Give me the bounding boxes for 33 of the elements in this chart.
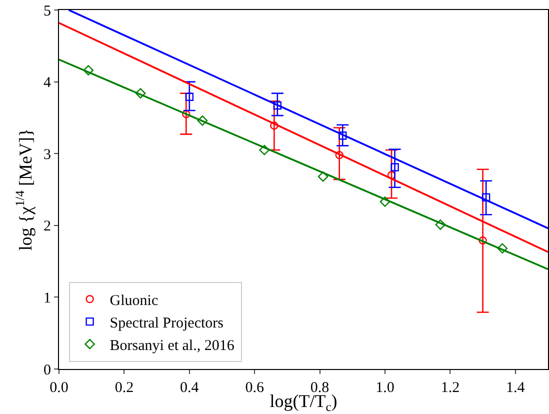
legend-label: Gluonic — [110, 292, 158, 309]
point — [380, 196, 390, 207]
point — [182, 110, 190, 118]
x-tick-label: 0.6 — [245, 380, 264, 396]
x-tick-label: 1.4 — [506, 380, 526, 396]
legend-label: Spectral Projectors — [110, 315, 224, 332]
point — [478, 236, 487, 245]
x-tick-label: 1.2 — [440, 380, 460, 396]
y-tick-label: 2 — [44, 218, 51, 235]
point — [135, 88, 146, 98]
point — [335, 150, 344, 160]
x-tick-label: 1.0 — [376, 380, 394, 396]
point — [497, 243, 508, 254]
point — [185, 92, 194, 101]
y-tick-label: 3 — [44, 146, 51, 163]
point — [259, 144, 270, 156]
point — [83, 65, 94, 76]
x-tick-label: 0.4 — [180, 380, 200, 396]
point — [197, 115, 208, 126]
y-tick-label: 4 — [44, 75, 52, 92]
point — [435, 220, 446, 230]
point — [482, 193, 490, 202]
legend-label: Borsanyi et al., 2016 — [110, 338, 235, 354]
point — [390, 163, 399, 172]
y-tick-label: 0 — [44, 362, 51, 378]
y-tick-label: 5 — [44, 3, 51, 20]
point — [273, 101, 282, 110]
x-tick-label: 0.2 — [114, 380, 134, 396]
point — [270, 122, 278, 130]
x-tick-label: 0.0 — [50, 380, 68, 396]
point — [338, 132, 347, 140]
y-tick-label: 1 — [44, 290, 51, 306]
point — [318, 171, 328, 182]
